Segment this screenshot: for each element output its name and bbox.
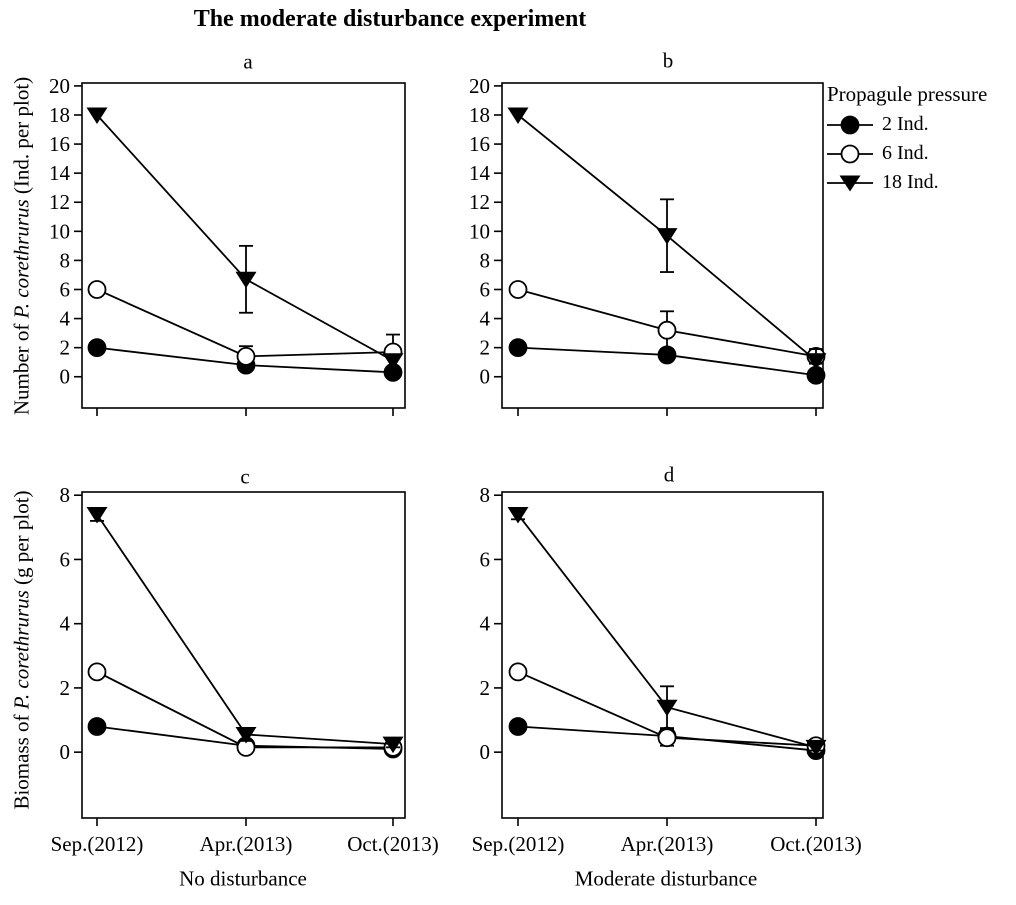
- marker-filled-triangle-down: [805, 739, 827, 757]
- y-axis-tick-label: 12: [49, 190, 70, 214]
- x-axis-tick-label: Sep.(2012): [51, 832, 144, 856]
- series-18-ind-: [86, 506, 404, 754]
- y-axis-tick-label: 14: [49, 161, 71, 185]
- marker-open-circle: [657, 728, 677, 748]
- y-axis-tick-label: 4: [480, 307, 491, 331]
- figure-title: The moderate disturbance experiment: [193, 6, 587, 32]
- marker-filled-triangle-down: [86, 506, 108, 524]
- y-axis-tick-label: 0: [480, 740, 491, 764]
- y-axis-tick-label: 14: [469, 161, 491, 185]
- y-axis-tick-label: 0: [60, 365, 71, 389]
- y-axis-tick-label: 8: [480, 248, 491, 272]
- series-18-ind-: [507, 107, 827, 374]
- marker-filled-triangle-down: [805, 353, 827, 370]
- marker-filled-triangle-down: [86, 107, 108, 124]
- y-axis-tick-label: 6: [480, 547, 491, 571]
- column-caption-moderate-disturbance: Moderate disturbance: [574, 866, 758, 891]
- column-caption-no-disturbance: No disturbance: [179, 866, 307, 891]
- y-axis-tick-label: 6: [480, 277, 491, 301]
- plot-frame: [81, 82, 406, 409]
- y-axis-tick-label: 8: [480, 483, 491, 507]
- marker-open-circle: [657, 320, 677, 340]
- panel-letter-a: a: [243, 49, 253, 74]
- marker-filled-circle: [87, 717, 107, 736]
- x-axis-tick-label: Oct.(2013): [770, 832, 862, 856]
- y-axis-tick-label: 4: [60, 307, 71, 331]
- x-axis-tick-label: Apr.(2013): [621, 832, 714, 856]
- y-axis-tick-label: 10: [49, 219, 70, 243]
- panel-b: 0 2 4 6 8 10 12 14 16 18 20: [469, 74, 827, 416]
- filled-circle-icon: [827, 115, 873, 134]
- legend-item-6-ind: 6 Ind.: [827, 139, 987, 168]
- open-circle-icon: [827, 144, 873, 163]
- y-axis-tick-label: 2: [60, 676, 71, 700]
- y-axis-tick-label: 2: [60, 336, 71, 360]
- y-axis-tick-label: 0: [480, 365, 491, 389]
- y-axis-tick-label: 16: [469, 132, 490, 156]
- legend-item-label: 6 Ind.: [882, 142, 929, 164]
- x-axis-tick-label: Apr.(2013): [200, 832, 293, 856]
- marker-filled-triangle-down: [507, 107, 529, 124]
- y-axis-tick-label: 18: [469, 103, 490, 127]
- panel-d: 0 2 4 6 8 Sep.(2012) Apr.(2013) Oct.(2013): [472, 483, 862, 856]
- y-axis-tick-label: 2: [480, 676, 491, 700]
- series-line-18-ind-: [96, 513, 394, 746]
- y-axis-tick-label: 16: [49, 132, 70, 156]
- marker-open-circle: [87, 280, 107, 299]
- y-axis-tick-label: 2: [480, 336, 491, 360]
- plot-frame: [501, 491, 824, 819]
- marker-filled-triangle-down: [656, 699, 678, 717]
- panel-letter-b: b: [662, 48, 674, 73]
- x-axis-tick-label: Oct.(2013): [347, 832, 439, 856]
- marker-filled-circle: [87, 338, 107, 358]
- series-18-ind-: [507, 506, 827, 757]
- y-axis-tick-label: 12: [469, 190, 490, 214]
- y-axis-tick-label: 20: [469, 74, 490, 98]
- legend-item-label: 2 Ind.: [882, 113, 929, 135]
- marker-open-circle: [508, 662, 528, 682]
- y-axis-tick-label: 20: [49, 74, 70, 98]
- marker-open-circle: [87, 662, 107, 682]
- y-axis-tick-label: 6: [60, 547, 71, 571]
- marker-open-circle: [236, 346, 256, 366]
- y-axis-tick-label: 8: [60, 483, 71, 507]
- y-axis-tick-label: 10: [469, 219, 490, 243]
- panel-letter-d: d: [663, 462, 675, 487]
- plot-frame: [501, 82, 824, 409]
- legend-title: Propagule pressure: [827, 82, 988, 106]
- y-axis-tick-label: 6: [60, 277, 71, 301]
- series-18-ind-: [86, 107, 404, 370]
- series-2-ind-: [508, 338, 826, 385]
- x-axis-tick-label: Sep.(2012): [472, 832, 565, 856]
- panel-a: 0 2 4 6 8 10 12 14 16 18 20: [49, 74, 406, 416]
- filled-triangle-down-icon: [827, 175, 873, 191]
- y-axis-tick-label: 8: [60, 248, 71, 272]
- marker-filled-circle: [508, 338, 528, 358]
- panel-c: 0 2 4 6 8 Sep.(2012) Apr.(2013) Oct.(2013): [51, 483, 439, 856]
- marker-filled-triangle-down: [235, 271, 257, 289]
- marker-filled-triangle-down: [382, 353, 404, 370]
- marker-filled-circle: [508, 717, 528, 736]
- marker-filled-triangle-down: [507, 506, 529, 524]
- legend-item-2-ind: 2 Ind.: [827, 110, 987, 139]
- marker-filled-triangle-down: [382, 736, 404, 754]
- y-axis-tick-label: 4: [60, 612, 71, 636]
- legend-item-label: 18 Ind.: [882, 171, 939, 193]
- legend-item-18-ind: 18 Ind.: [827, 168, 987, 197]
- legend: Propagule pressure 2 Ind. 6 Ind. 18 Ind.: [827, 82, 987, 197]
- marker-filled-triangle-down: [235, 726, 257, 744]
- y-axis-tick-label: 0: [60, 740, 71, 764]
- panel-letter-c: c: [240, 464, 250, 489]
- series-line-18-ind-: [96, 114, 394, 362]
- marker-filled-triangle-down: [656, 228, 678, 245]
- series-6-ind-: [87, 280, 403, 371]
- marker-open-circle: [508, 280, 528, 299]
- plot-frame: [81, 491, 406, 819]
- y-axis-tick-label: 18: [49, 103, 70, 127]
- y-axis-tick-label: 4: [480, 612, 491, 636]
